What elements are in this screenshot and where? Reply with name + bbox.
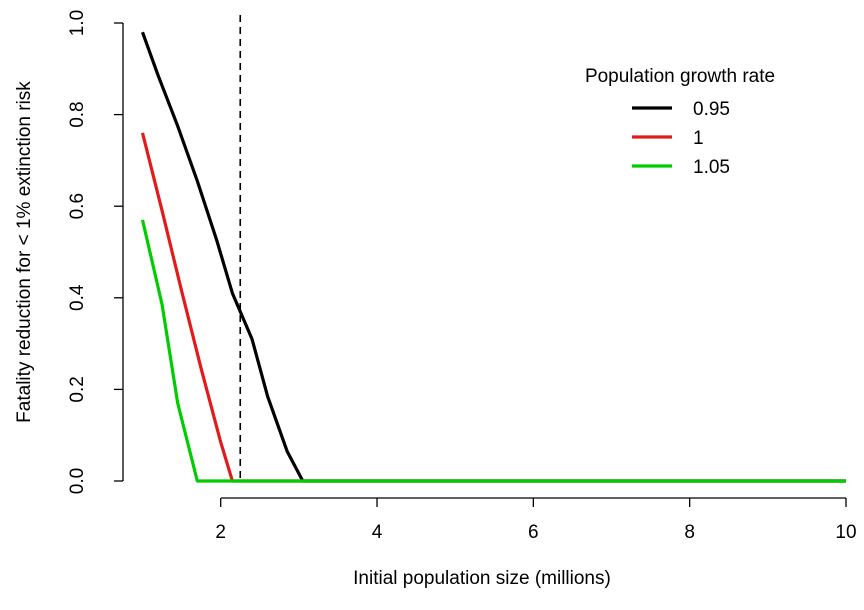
series-line-1 [140,132,846,483]
legend-items: 0.95 1 1.05 [632,99,730,178]
legend-label: 1.05 [693,157,730,178]
x-tick-label: 8 [684,522,695,543]
x-tick-label: 6 [528,522,539,543]
series-line-0 [140,31,846,483]
y-tick-label: 0.4 [67,284,88,311]
legend-label: 0.95 [693,99,730,120]
legend-label: 1 [693,128,704,149]
series-line-2 [140,219,846,483]
y-tick-label: 0.0 [67,468,88,494]
x-axis-title: Initial population size (millions) [353,568,611,589]
y-tick-label: 0.8 [67,101,88,127]
legend: Population growth rate 0.95 1 1.05 [585,66,775,178]
x-tick-label: 10 [835,522,856,543]
y-axis-title: Fatality reduction for < 1% extinction r… [14,81,35,423]
legend-title: Population growth rate [585,66,775,87]
x-tick-label: 4 [372,522,383,543]
y-tick-label: 0.6 [67,193,88,219]
y-axis-ticks: 0.0 0.2 0.4 0.6 0.8 1.0 [67,10,123,494]
plot-area [140,15,846,483]
y-tick-label: 1.0 [67,10,88,36]
x-tick-label: 2 [215,522,226,543]
x-axis-ticks: 2 4 6 8 10 [215,498,857,543]
y-tick-label: 0.2 [67,376,88,402]
